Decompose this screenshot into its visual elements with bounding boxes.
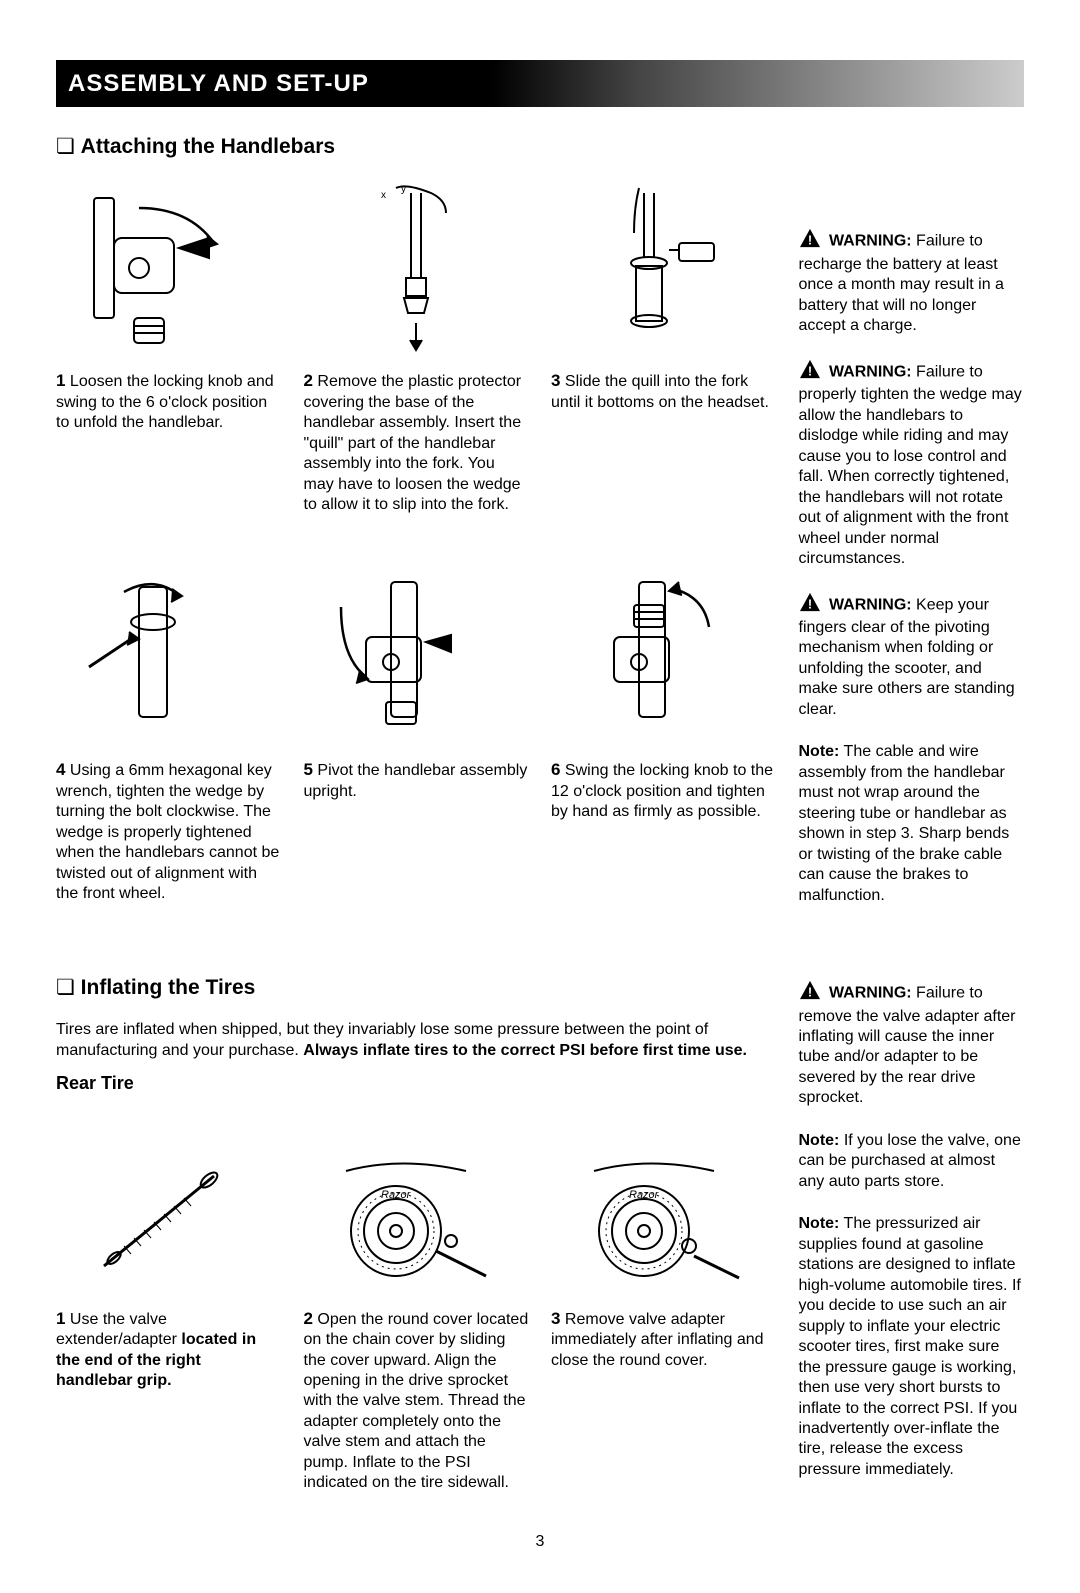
sidebar-row1: ! WARNING: Failure to recharge the batte… (799, 178, 1025, 928)
step-4-illustration (56, 567, 282, 747)
sidebar-tires: ! WARNING: Failure to remove the valve a… (799, 974, 1025, 1502)
step-2-text: 2 Remove the plastic protector covering … (304, 370, 530, 515)
step-6-illustration (551, 567, 777, 747)
tire-step-3-illustration: Razor (551, 1146, 777, 1296)
warning-text: Failure to properly tighten the wedge ma… (799, 363, 1022, 567)
tire-step-1-illustration (56, 1146, 282, 1296)
note-label: Note: (799, 1132, 840, 1149)
note-text: The cable and wire assembly from the han… (799, 743, 1010, 903)
warning-valve: ! WARNING: Failure to remove the valve a… (799, 980, 1025, 1109)
step-body: Remove valve adapter immediately after i… (551, 1311, 764, 1369)
warning-battery: ! WARNING: Failure to recharge the batte… (799, 228, 1025, 336)
tire-step-3-text: 3 Remove valve adapter immediately after… (551, 1308, 777, 1371)
step-6: 6 Swing the locking knob to the 12 o'clo… (551, 567, 777, 928)
warning-text: Keep your fingers clear of the pivoting … (799, 596, 1015, 718)
tires-intro-block: Inflating the Tires Tires are inflated w… (56, 974, 777, 1118)
note-label: Note: (799, 743, 840, 760)
note-text: The pressurized air supplies found at ga… (799, 1215, 1021, 1478)
svg-text:Razor: Razor (381, 1189, 412, 1201)
svg-text:Razor: Razor (629, 1189, 660, 1201)
step-body: Open the round cover located on the chai… (304, 1311, 529, 1492)
step-5: 5 Pivot the handlebar assembly upright. (304, 567, 530, 928)
step-3: 3 Slide the quill into the fork until it… (551, 178, 777, 539)
warning-label: WARNING: (829, 233, 912, 250)
step-body: Loosen the locking knob and swing to the… (56, 373, 274, 431)
note-label: Note: (799, 1215, 840, 1232)
warning-icon: ! (799, 980, 821, 1006)
page-number: 3 (56, 1532, 1024, 1553)
svg-text:!: ! (807, 363, 811, 378)
warning-fingers: ! WARNING: Keep your fingers clear of th… (799, 592, 1025, 721)
warning-label: WARNING: (829, 363, 912, 380)
tire-step-1: 1 Use the valve extender/adapter located… (56, 1146, 282, 1503)
tire-step-2: Razor 2 Open the round cover located on … (304, 1146, 530, 1503)
step-4: 4 Using a 6mm hexagonal key wrench, tigh… (56, 567, 282, 928)
step-2-illustration: x y (304, 178, 530, 358)
svg-text:x: x (381, 190, 386, 201)
handlebar-steps-grid: 1 Loosen the locking knob and swing to t… (56, 178, 1024, 928)
tire-step-2-text: 2 Open the round cover located on the ch… (304, 1308, 530, 1494)
section-title-tires: Inflating the Tires (56, 974, 777, 1001)
tires-intro: Tires are inflated when shipped, but the… (56, 1019, 777, 1061)
step-number: 5 (304, 760, 313, 779)
step-1: 1 Loosen the locking knob and swing to t… (56, 178, 282, 539)
step-5-text: 5 Pivot the handlebar assembly upright. (304, 759, 530, 802)
intro-text-b: Always inflate tires to the correct PSI … (303, 1042, 747, 1059)
step-body: Slide the quill into the fork until it b… (551, 373, 769, 410)
warning-text: Failure to remove the valve adapter afte… (799, 985, 1016, 1107)
rear-tire-title: Rear Tire (56, 1072, 777, 1095)
note-air-supply: Note: The pressurized air supplies found… (799, 1214, 1025, 1480)
step-3-illustration (551, 178, 777, 358)
step-body: Swing the locking knob to the 12 o'clock… (551, 762, 773, 820)
warning-icon: ! (799, 228, 821, 254)
section-title-handlebars: Attaching the Handlebars (56, 133, 1024, 160)
step-4-text: 4 Using a 6mm hexagonal key wrench, tigh… (56, 759, 282, 904)
step-1-illustration (56, 178, 282, 358)
step-6-text: 6 Swing the locking knob to the 12 o'clo… (551, 759, 777, 822)
note-valve-purchase: Note: If you lose the valve, one can be … (799, 1131, 1025, 1192)
tire-step-1-text: 1 Use the valve extender/adapter located… (56, 1308, 282, 1392)
tire-step-3: Razor 3 Remove valve adapter immediately… (551, 1146, 777, 1503)
warning-icon: ! (799, 359, 821, 385)
step-5-illustration (304, 567, 530, 747)
svg-text:!: ! (807, 233, 811, 248)
warning-label: WARNING: (829, 985, 912, 1002)
page-header: ASSEMBLY AND SET-UP (56, 60, 1024, 107)
step-body: Pivot the handlebar assembly upright. (304, 762, 528, 799)
note-cable: Note: The cable and wire assembly from t… (799, 742, 1025, 906)
warning-wedge: ! WARNING: Failure to properly tighten t… (799, 359, 1025, 570)
svg-text:!: ! (807, 596, 811, 611)
warning-icon: ! (799, 592, 821, 618)
warning-label: WARNING: (829, 596, 912, 613)
tire-step-2-illustration: Razor (304, 1146, 530, 1296)
svg-text:!: ! (807, 984, 811, 999)
step-body: Using a 6mm hexagonal key wrench, tighte… (56, 762, 279, 902)
tires-section-grid: Inflating the Tires Tires are inflated w… (56, 974, 1024, 1502)
step-3-text: 3 Slide the quill into the fork until it… (551, 370, 777, 413)
step-number: 2 (304, 1309, 313, 1328)
step-body-a: Use the valve extender/adapter (56, 1311, 181, 1348)
step-number: 2 (304, 371, 313, 390)
step-body: Remove the plastic protector covering th… (304, 373, 522, 513)
svg-text:y: y (401, 184, 406, 195)
step-1-text: 1 Loosen the locking knob and swing to t… (56, 370, 282, 433)
step-2: x y 2 Remove the plastic protector cover… (304, 178, 530, 539)
